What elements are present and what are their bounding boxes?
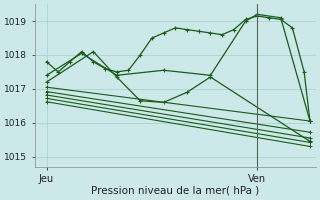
X-axis label: Pression niveau de la mer( hPa ): Pression niveau de la mer( hPa ) [91,186,260,196]
